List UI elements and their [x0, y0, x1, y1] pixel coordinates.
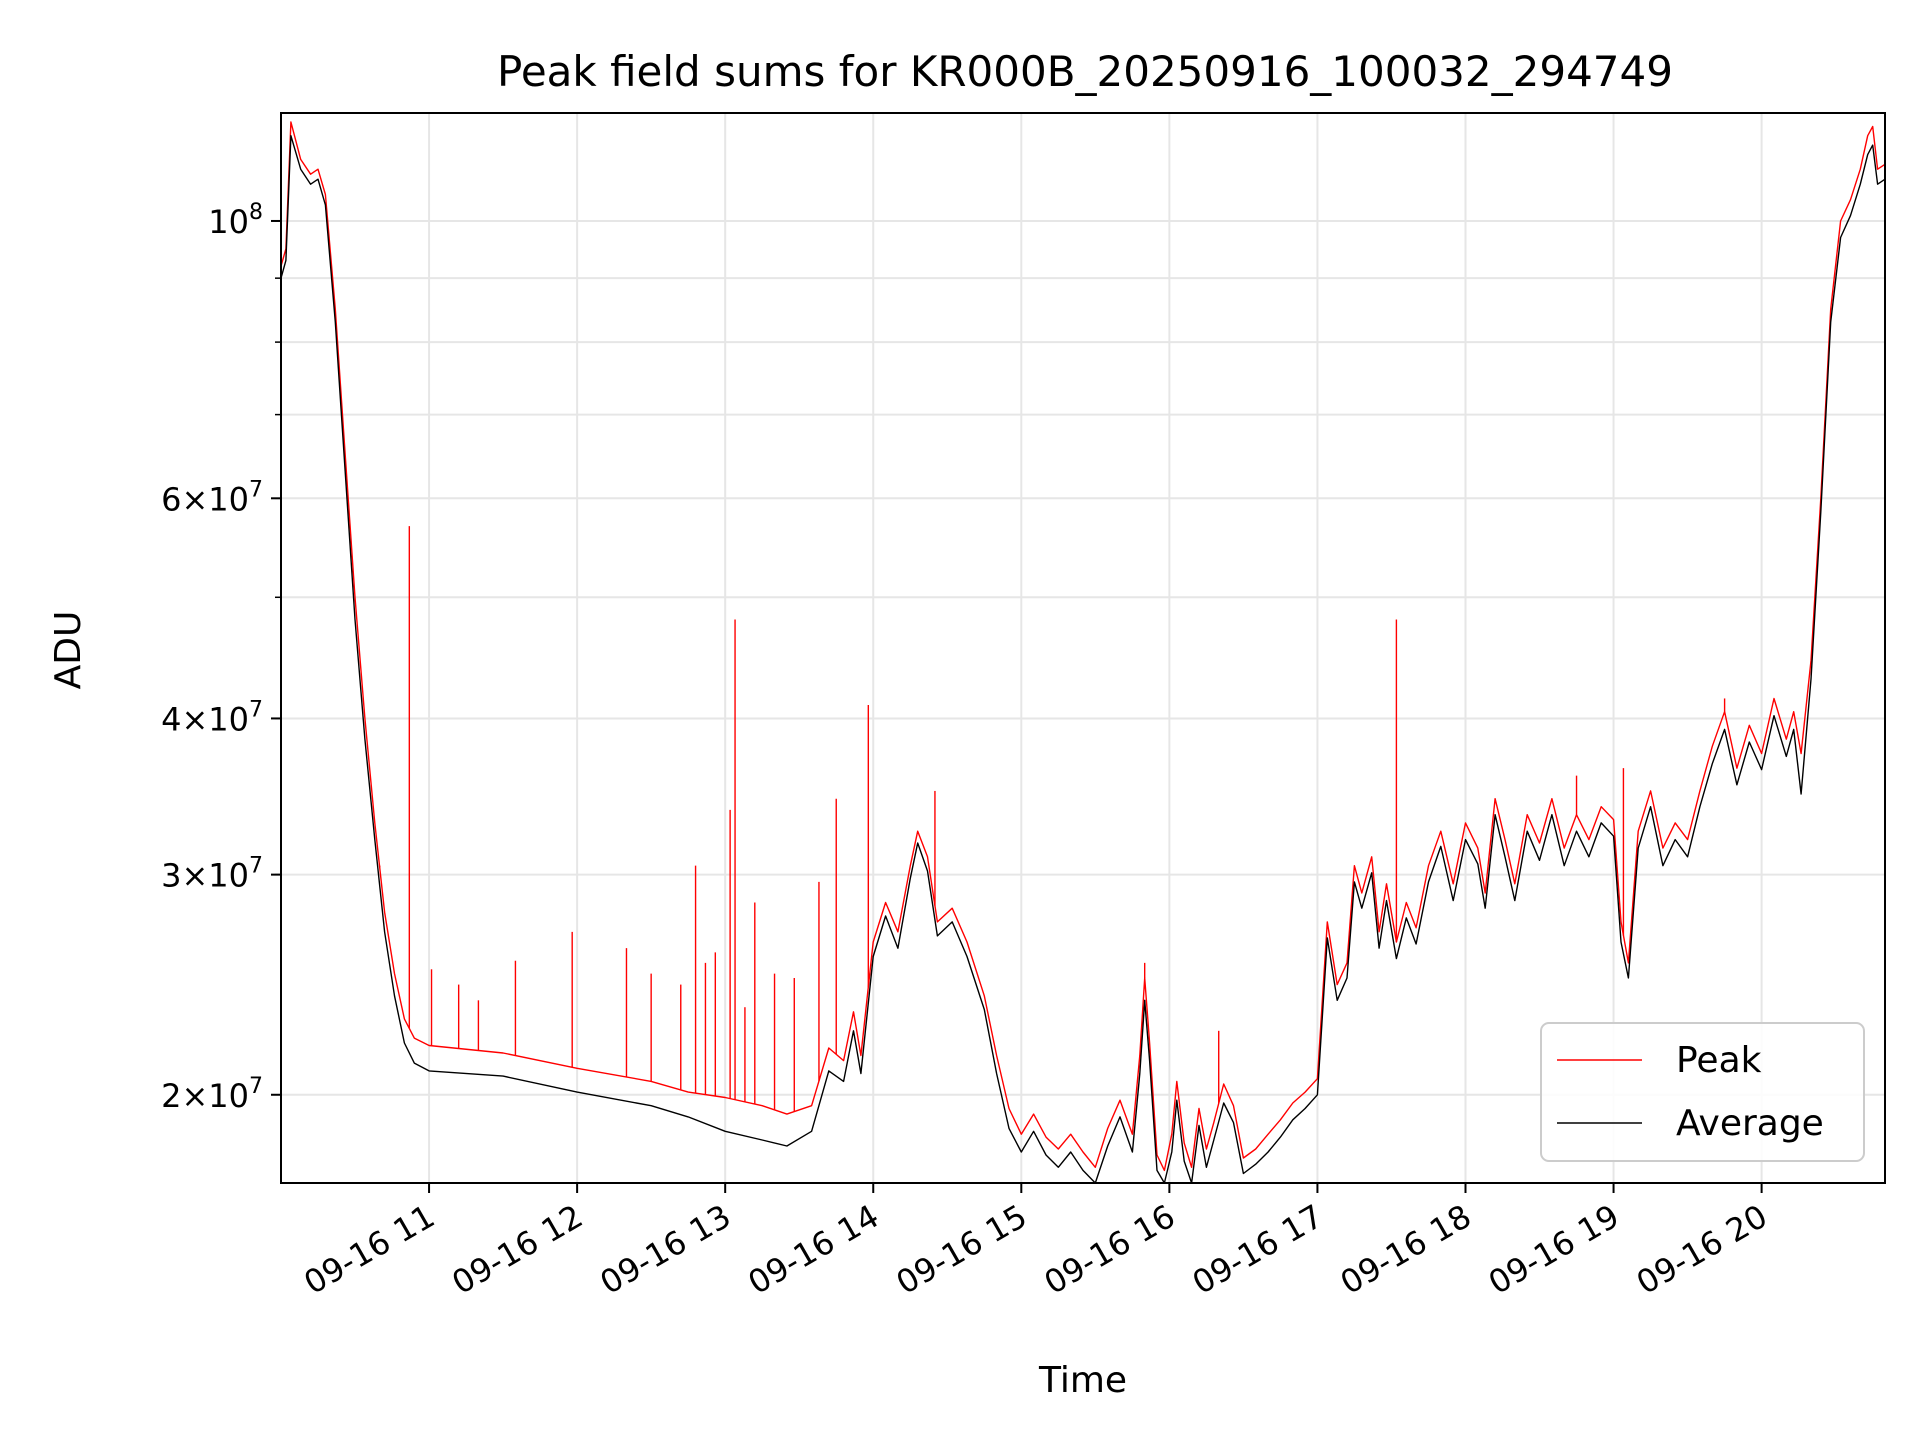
peak-spikes: [379, 526, 1726, 1112]
plot-frame: [280, 112, 1886, 1184]
legend-label-average: Average: [1676, 1103, 1824, 1144]
legend: Peak Average: [1540, 1022, 1865, 1162]
y-axis-label: ADU: [48, 611, 89, 690]
plot-area: [280, 121, 1886, 1184]
series-line-peak: [280, 121, 1886, 1172]
chart-title: Peak field sums for KR000B_20250916_1000…: [497, 47, 1673, 96]
y-tick-label: 108: [208, 200, 263, 241]
y-tick-label: 4×107: [161, 697, 263, 738]
legend-label-peak: Peak: [1676, 1040, 1762, 1081]
y-tick-label: 3×107: [161, 854, 263, 895]
y-tick-label: 2×107: [161, 1074, 263, 1115]
legend-box: [1540, 1022, 1865, 1162]
y-axis: 2×107 3×107 4×107 6×107 108: [161, 200, 281, 1115]
grid-lines: [281, 113, 1885, 1183]
x-axis-label: Time: [1038, 1360, 1127, 1401]
y-tick-label: 6×107: [161, 477, 263, 518]
series-line-average: [280, 135, 1886, 1184]
